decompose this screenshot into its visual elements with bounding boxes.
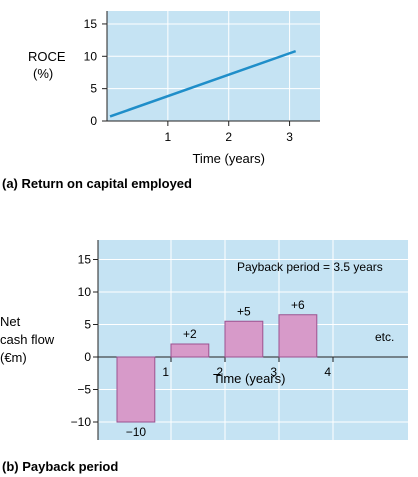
y-tick-label-b: 10 xyxy=(78,285,92,299)
y-axis-label-b-line3: (€m) xyxy=(0,350,27,365)
y-tick-label-b: 5 xyxy=(84,318,91,332)
caption-a: (a) Return on capital employed xyxy=(2,176,192,191)
bar-value-label-3: +5 xyxy=(237,304,251,318)
y-axis-label-a-line2: (%) xyxy=(33,66,53,81)
cash-flow-bar-2 xyxy=(170,343,210,358)
y-axis-label-a-line1: ROCE xyxy=(28,49,66,64)
x-tick-label-b: 3 xyxy=(270,365,277,379)
y-tick-label-b: 0 xyxy=(84,350,91,364)
y-axis-label-b-line2: cash flow xyxy=(0,332,55,347)
y-tick-label-a: 5 xyxy=(90,82,97,96)
x-axis-label-a: Time (years) xyxy=(192,151,264,166)
bar-value-label-1: −10 xyxy=(126,425,147,439)
y-tick-label-b: −10 xyxy=(71,415,92,429)
panel-a-background xyxy=(107,11,320,121)
x-tick-label-b: 4 xyxy=(324,365,331,379)
bar-value-label-4: +6 xyxy=(291,298,305,312)
bar-value-label-2: +2 xyxy=(183,327,197,341)
caption-b: (b) Payback period xyxy=(2,459,118,474)
y-tick-label-b: −5 xyxy=(77,383,91,397)
cash-flow-bar-1 xyxy=(116,356,156,423)
y-tick-label-a: 10 xyxy=(84,49,98,63)
x-tick-label-b: 2 xyxy=(216,365,223,379)
y-axis-label-b-line1: Net xyxy=(0,314,21,329)
payback-annotation: Payback period = 3.5 years xyxy=(237,260,383,274)
etc-label: etc. xyxy=(375,330,394,344)
cash-flow-bar-3 xyxy=(224,320,264,358)
cash-flow-bar-4 xyxy=(278,314,318,358)
roce-series-line xyxy=(109,49,297,118)
x-tick-label-a: 3 xyxy=(286,130,293,144)
y-tick-label-a: 0 xyxy=(90,114,97,128)
y-tick-label-a: 15 xyxy=(84,17,98,31)
x-tick-label-a: 1 xyxy=(165,130,172,144)
x-tick-label-b: 1 xyxy=(162,365,169,379)
x-axis-label-b: Time (years) xyxy=(213,371,285,386)
x-tick-label-a: 2 xyxy=(225,130,232,144)
y-tick-label-b: 15 xyxy=(78,253,92,267)
